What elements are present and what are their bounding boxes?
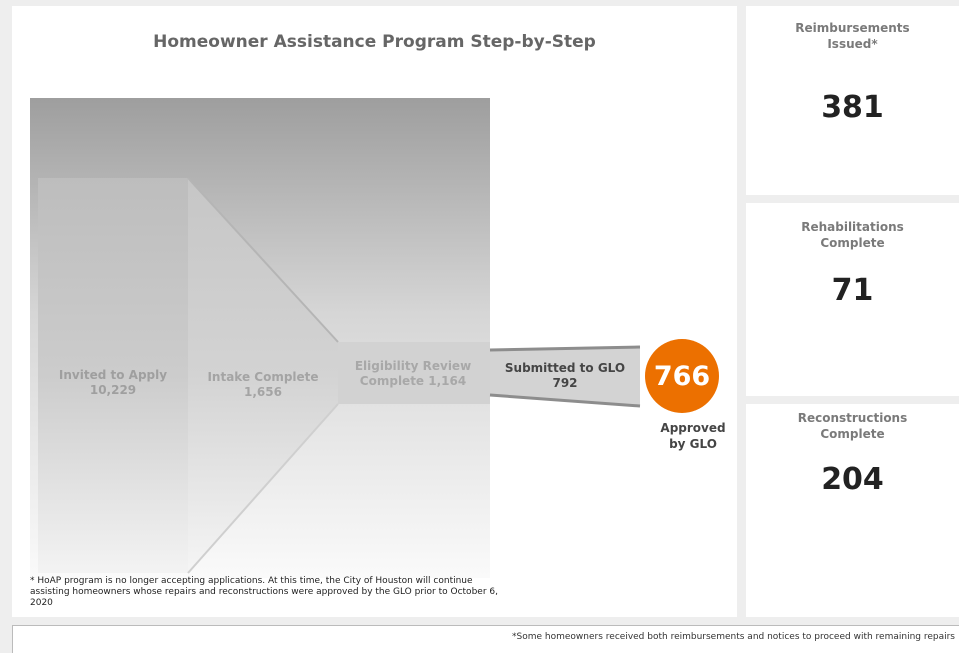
bottom-note-bar: *Some homeowners received both reimburse… [12, 625, 959, 653]
reimbursement-note: *Some homeowners received both reimburse… [512, 632, 955, 642]
stage-submitted-shape [490, 347, 640, 406]
stage-intake-label: Intake Complete 1,656 [207, 370, 319, 399]
page-title: Homeowner Assistance Program Step-by-Ste… [153, 32, 596, 52]
rehabilitations-value: 71 [831, 273, 874, 308]
rehabilitations-card: Rehabilitations Complete 71 [746, 203, 959, 396]
stage-intake-shape [188, 178, 338, 573]
funnel-bottom-edge [187, 403, 339, 574]
stage-submitted-label: Submitted to GLO 792 [504, 361, 626, 390]
program-footnote: * HoAP program is no longer accepting ap… [30, 576, 498, 608]
stage-eligibility-shape [338, 342, 490, 404]
funnel-diagram [30, 98, 641, 578]
funnel-panel: Homeowner Assistance Program Step-by-Ste… [12, 6, 737, 617]
stage-invited-label: Invited to Apply 10,229 [58, 368, 168, 397]
reconstructions-value: 204 [821, 462, 884, 497]
approved-count-badge: 766 [645, 339, 719, 413]
submitted-top-edge [489, 345, 641, 352]
reimbursements-value: 381 [821, 90, 884, 125]
stage-invited-shape [38, 178, 188, 573]
reconstructions-card: Reconstructions Complete 204 [746, 404, 959, 617]
reimbursements-label: Reimbursements Issued* [795, 21, 910, 51]
submitted-bottom-edge [489, 393, 641, 408]
funnel-top-edge [187, 177, 339, 343]
approved-caption: Approved by GLO [660, 421, 726, 451]
reimbursements-card: Reimbursements Issued* 381 [746, 6, 959, 195]
reconstructions-label: Reconstructions Complete [797, 411, 908, 441]
rehabilitations-label: Rehabilitations Complete [801, 220, 904, 250]
stage-eligibility-label: Eligibility Review Complete 1,164 [354, 359, 472, 388]
